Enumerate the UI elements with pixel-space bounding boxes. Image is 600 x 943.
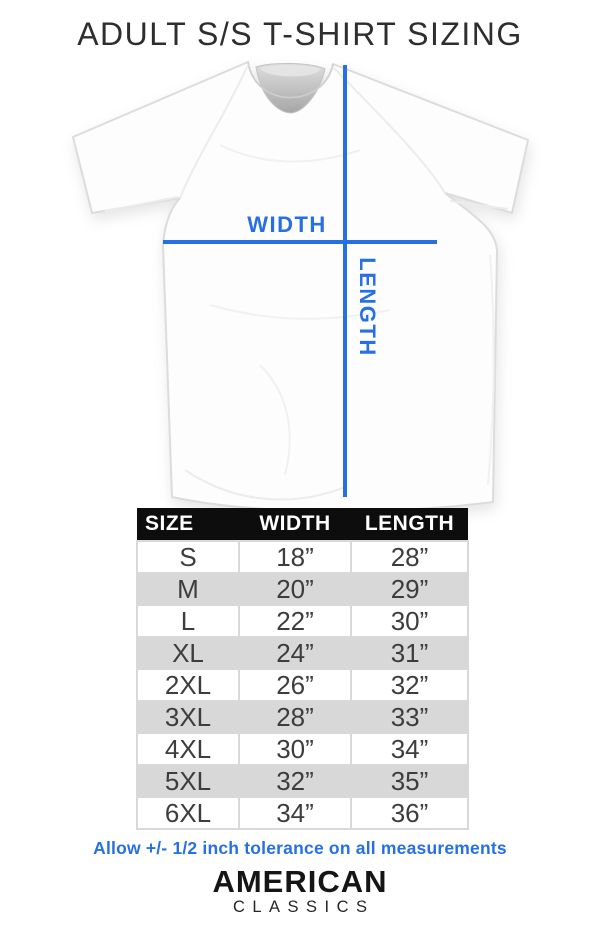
brand-name: AMERICAN: [212, 864, 388, 899]
size-cell: L: [136, 604, 240, 638]
header-length: LENGTH: [351, 508, 468, 541]
size-cell: 5XL: [136, 764, 240, 798]
brand-subtitle: CLASSICS: [232, 898, 375, 916]
table-row: 5XL 32” 35”: [136, 764, 469, 798]
tolerance-note: Allow +/- 1/2 inch tolerance on all meas…: [93, 838, 507, 858]
page-title: ADULT S/S T-SHIRT SIZING: [77, 16, 523, 52]
length-cell: 35”: [350, 764, 469, 798]
width-cell: 34”: [238, 796, 352, 830]
header-size: SIZE: [137, 508, 239, 541]
header-width: WIDTH: [239, 508, 351, 541]
width-cell: 28”: [238, 700, 352, 734]
width-cell: 30”: [238, 732, 352, 766]
length-cell: 33”: [350, 700, 469, 734]
width-cell: 24”: [238, 636, 352, 670]
length-cell: 36”: [350, 796, 469, 830]
shirt-seams: [104, 64, 509, 501]
size-cell: S: [136, 540, 240, 574]
size-cell: 6XL: [136, 796, 240, 830]
width-cell: 22”: [238, 604, 352, 638]
table-row: S 18” 28”: [136, 540, 469, 574]
table-row: XL 24” 31”: [136, 636, 469, 670]
width-cell: 20”: [238, 572, 352, 606]
length-cell: 28”: [350, 540, 469, 574]
collar-rim: [247, 61, 334, 99]
length-label: LENGTH: [355, 257, 380, 357]
size-chart-table: SIZE WIDTH LENGTH S 18” 28” M 20” 29” L 22” 30” X…: [136, 508, 469, 830]
width-label: WIDTH: [247, 212, 327, 237]
size-table-header-row: SIZE WIDTH LENGTH: [137, 508, 468, 541]
size-cell: 3XL: [136, 700, 240, 734]
table-row: 4XL 30” 34”: [136, 732, 469, 766]
shirt-wrinkles: [209, 144, 495, 486]
length-cell: 32”: [350, 668, 469, 702]
table-row: M 20” 29”: [136, 572, 469, 606]
table-row: 6XL 34” 36”: [136, 796, 469, 830]
length-measure-line: [343, 65, 347, 497]
width-cell: 32”: [238, 764, 352, 798]
length-cell: 30”: [350, 604, 469, 638]
size-cell: 2XL: [136, 668, 240, 702]
table-row: L 22” 30”: [136, 604, 469, 638]
tshirt-body: [72, 61, 529, 510]
size-cell: XL: [136, 636, 240, 670]
collar-opening: [255, 62, 326, 114]
shirt-measurement-diagram: WIDTH LENGTH: [60, 55, 540, 510]
brand-logo: AMERICAN CLASSICS: [0, 864, 600, 917]
length-cell: 31”: [350, 636, 469, 670]
width-cell: 18”: [238, 540, 352, 574]
length-cell: 29”: [350, 572, 469, 606]
table-row: 2XL 26” 32”: [136, 668, 469, 702]
width-measure-line: [163, 240, 437, 244]
length-cell: 34”: [350, 732, 469, 766]
width-cell: 26”: [238, 668, 352, 702]
collar-back-band: [260, 65, 321, 77]
size-table-body: S 18” 28” M 20” 29” L 22” 30” XL 24” 31” 2XL 26” 32” 3X…: [136, 540, 469, 830]
tshirt-illustration: [72, 61, 529, 510]
table-row: 3XL 28” 33”: [136, 700, 469, 734]
size-cell: M: [136, 572, 240, 606]
size-cell: 4XL: [136, 732, 240, 766]
